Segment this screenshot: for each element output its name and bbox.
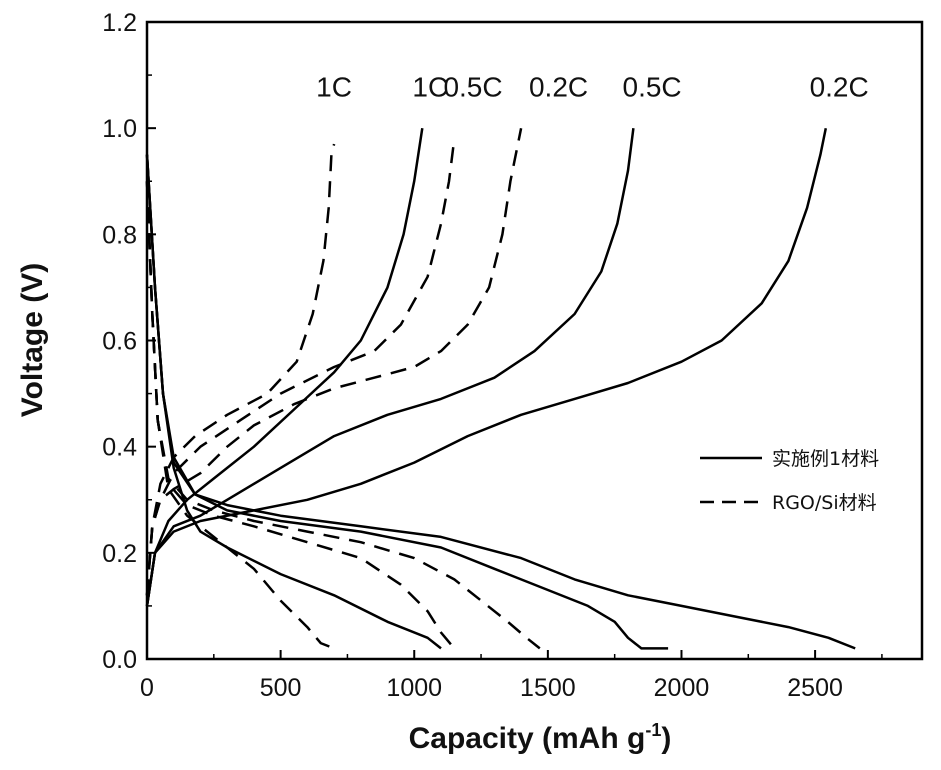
rate-label: 0.5C	[443, 71, 502, 102]
x-tick-label: 500	[260, 674, 302, 702]
x-tick-label: 1500	[520, 674, 576, 702]
series-dashed-discharge-0p2C	[145, 181, 541, 650]
series-solid-charge-0p5C	[145, 128, 635, 607]
series-solid-charge-0p2C	[145, 127, 828, 607]
series-dashed-charge-1C	[145, 143, 336, 596]
series-solid-discharge-0p5C	[145, 154, 669, 650]
y-tick-label: 0.4	[102, 434, 137, 462]
y-tick-label: 0.2	[102, 540, 137, 568]
series-dashed-discharge-1C	[145, 181, 335, 650]
rate-label: 1C	[316, 71, 352, 102]
legend-label-solid: 实施例1材料	[772, 448, 879, 470]
y-axis-ticks: 0.0 0.2 0.4 0.6 0.8 1.0 1.2	[102, 9, 156, 674]
series-dashed-charge-0p2C	[145, 127, 523, 596]
x-axis-title: Capacity (mAh g-1)	[409, 720, 672, 755]
legend-label-dashed: RGO/Si材料	[772, 492, 877, 514]
rate-label: 0.5C	[623, 71, 682, 102]
series-solid-discharge-1C	[145, 154, 442, 650]
x-tick-label: 2500	[787, 674, 843, 702]
series-layer	[145, 127, 856, 650]
y-tick-label: 0.6	[102, 328, 137, 356]
rate-label: 1C	[412, 71, 448, 102]
x-tick-label: 0	[140, 674, 154, 702]
x-axis-title-suffix: )	[661, 722, 671, 755]
y-tick-label: 0.0	[102, 646, 137, 674]
series-solid-charge-1C	[145, 128, 424, 607]
y-axis-title: Voltage (V)	[16, 263, 49, 417]
series-dashed-discharge-0p5C	[145, 181, 456, 650]
rate-annotations: 1C 1C0.5C 0.2C 0.5C 0.2C	[316, 71, 869, 102]
legend: 实施例1材料 RGO/Si材料	[700, 448, 879, 514]
x-axis-title-superscript: -1	[645, 720, 661, 740]
series-dashed-charge-0p5C	[145, 138, 456, 596]
rate-label: 0.2C	[529, 71, 588, 102]
x-axis-title-main: Capacity (mAh g	[409, 722, 646, 755]
x-tick-label: 2000	[654, 674, 710, 702]
y-tick-label: 0.8	[102, 221, 137, 249]
x-tick-label: 1000	[386, 674, 442, 702]
x-axis-ticks: 0 500 1000 1500 2000 2500	[140, 650, 883, 702]
y-tick-label: 1.0	[102, 115, 137, 143]
y-tick-label: 1.2	[102, 9, 137, 37]
rate-label: 0.2C	[810, 71, 869, 102]
